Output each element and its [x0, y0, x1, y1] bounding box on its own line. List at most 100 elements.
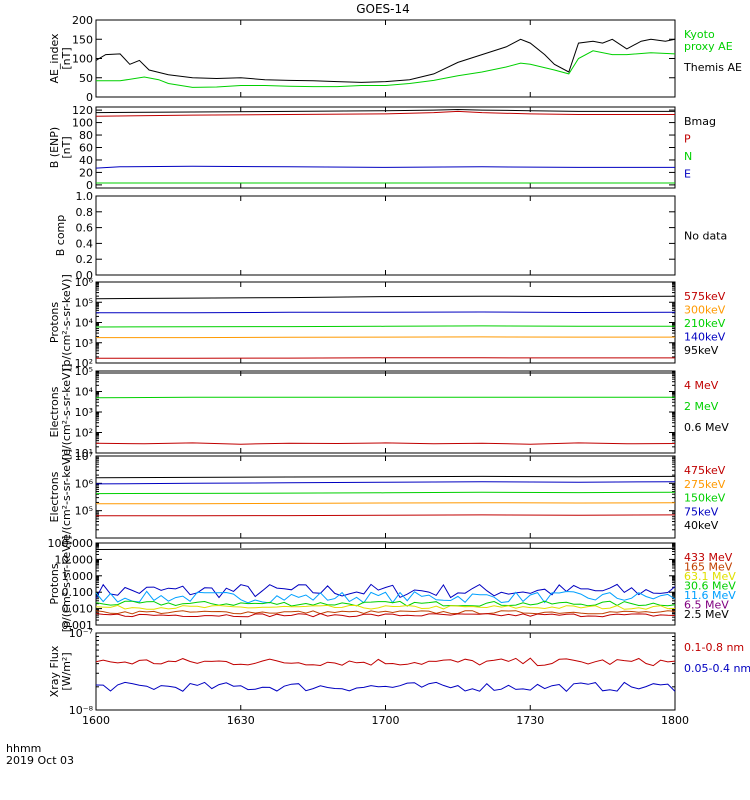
y-tick-label: 200 [72, 14, 93, 27]
legend-entry: 63.1 MeV [684, 570, 736, 583]
legend-entry: P [684, 132, 691, 145]
series-line-2-mev [95, 396, 676, 399]
series-line-40kev [95, 475, 676, 479]
series-line-63-1-mev [95, 604, 676, 610]
legend-entry: 0.1-0.8 nm [684, 641, 744, 654]
y-axis-label: Protons [48, 302, 61, 343]
y-tick-label: 0.8 [76, 206, 94, 219]
y-axis-label: [e/(cm²-s-sr-keV)] [60, 449, 73, 545]
y-axis-label: Protons [48, 563, 61, 604]
y-tick-label: 1.0 [76, 190, 94, 203]
series-line-140kev [96, 311, 676, 314]
series-line-2-5-mev [95, 547, 676, 550]
y-tick-label: 10² [75, 357, 93, 370]
y-tick-label: 0.4 [76, 237, 94, 250]
legend-entry: 40keV [684, 519, 719, 532]
legend-entry: 95keV [684, 344, 719, 357]
y-tick-label: 50 [79, 72, 93, 85]
series-line-165-mev [95, 610, 676, 615]
series-line-75kev [95, 481, 676, 485]
y-tick-label: 10⁵ [75, 505, 93, 518]
panel-frame [95, 542, 676, 626]
legend-entry: 150keV [684, 492, 726, 505]
series-line-433-mev [95, 612, 676, 618]
panel-frame [95, 632, 676, 711]
y-tick-label: 0.6 [76, 222, 94, 235]
panel-electrons2: 10⁵ 10⁶ 10⁷ Electrons [e/(cm²-s-sr-keV)] 475k… [48, 449, 726, 545]
legend-entry: 6.5 MeV [684, 599, 729, 612]
panel-frame [95, 106, 676, 189]
y-tick-label: 100 [72, 53, 93, 66]
y-tick-label: 1.000 [62, 570, 94, 583]
y-axis-label: B (ENP) [48, 127, 61, 168]
y-tick-label: 20 [79, 166, 93, 179]
series-line-0-05-0-4-nm [95, 681, 676, 693]
series-line-11-6-mev [95, 590, 676, 604]
legend-entry: 11.6 MeV [684, 589, 736, 602]
legend-entry: 575keV [684, 290, 726, 303]
series-line-themis-ae [95, 38, 676, 83]
legend-entry: 165 MeV [684, 561, 733, 574]
legend-entry: 210keV [684, 317, 726, 330]
legend-entry: 475keV [684, 464, 726, 477]
chart-title: GOES-14 [356, 2, 410, 16]
series-line-210kev [95, 325, 676, 328]
legend-entry: 300keV [684, 304, 726, 317]
y-tick-label: 10³ [75, 337, 93, 350]
panel-bcomp: 0.0 0.2 0.4 0.6 0.8 1.0 B comp No data [54, 190, 727, 282]
series-line-kyoto-proxy-ae [96, 50, 676, 88]
y-tick-label: 0.0 [76, 269, 94, 282]
panel-frame [95, 195, 676, 276]
legend-entry: N [684, 150, 692, 163]
y-tick-label: 10.000 [55, 553, 94, 566]
series-line-4-mev [95, 442, 676, 445]
y-axis-label: Electrons [48, 386, 61, 437]
series-line-bmag [95, 108, 675, 114]
legend-entry: 140keV [684, 331, 726, 344]
legend-entry: Bmag [684, 115, 716, 128]
y-axis-label: Xray Flux [48, 645, 61, 697]
legend-entry: 433 MeV [684, 551, 733, 564]
panel-frame [95, 370, 676, 454]
series-line-575kev [96, 357, 675, 359]
y-tick-label: 10⁻⁸ [69, 704, 94, 717]
y-axis-label: [p/(cm²-s-sr-keV)] [60, 536, 73, 633]
y-tick-label: 150 [72, 33, 93, 46]
y-tick-label: 0.001 [62, 619, 94, 632]
panel-xray: 10⁻⁸ 10⁻⁷ Xray Flux [W/m²] 0.1-0.8 nm 0.05-0.… [48, 627, 750, 717]
series-line-475kev [96, 514, 676, 517]
legend-entry: Themis AE [683, 61, 742, 74]
series-line-e [95, 165, 675, 169]
y-axis-label: [nT] [60, 136, 73, 158]
series-line-30-6-mev [95, 600, 676, 607]
y-tick-label: 80 [79, 129, 93, 142]
y-tick-label: 10³ [75, 406, 93, 419]
y-axis-label: B comp [54, 215, 67, 257]
panel-electrons1: 10¹ 10² 10³ 10⁴ 10⁵ Electrons [e/(cm²-s-sr-keV… [48, 364, 729, 460]
y-tick-label: 120 [72, 104, 93, 117]
y-tick-label: 0.010 [62, 603, 94, 616]
y-axis-label: [e/(cm²-s-sr-keV)] [60, 364, 73, 460]
legend-entry: 2.5 MeV [684, 608, 729, 621]
legend-entry: 75keV [684, 505, 719, 518]
x-tick-label: 1700 [372, 714, 400, 727]
legend-entry: No data [684, 230, 727, 243]
legend-entry: proxy AE [684, 40, 733, 53]
y-tick-label: 10⁴ [75, 317, 94, 330]
y-tick-label: 0 [86, 91, 93, 104]
y-tick-label: 0.100 [62, 586, 94, 599]
panel-protons1: 10² 10³ 10⁴ 10⁵ 10⁶ Protons [p/(cm²-s-sr-keV)]… [48, 274, 726, 371]
series-line-95kev [95, 295, 676, 300]
legend-entry: 0.6 MeV [684, 421, 729, 434]
y-tick-label: 40 [79, 154, 93, 167]
y-axis-label: Electrons [48, 471, 61, 522]
x-tick-label: 1730 [516, 714, 544, 727]
legend-entry: 30.6 MeV [684, 580, 736, 593]
series-line-6-5-mev [95, 583, 676, 599]
y-tick-label: 10⁻⁷ [69, 627, 93, 640]
y-tick-label: 10¹ [75, 447, 93, 460]
series-line-0-1-0-8-nm [95, 657, 676, 667]
y-tick-label: 100 [72, 117, 93, 130]
